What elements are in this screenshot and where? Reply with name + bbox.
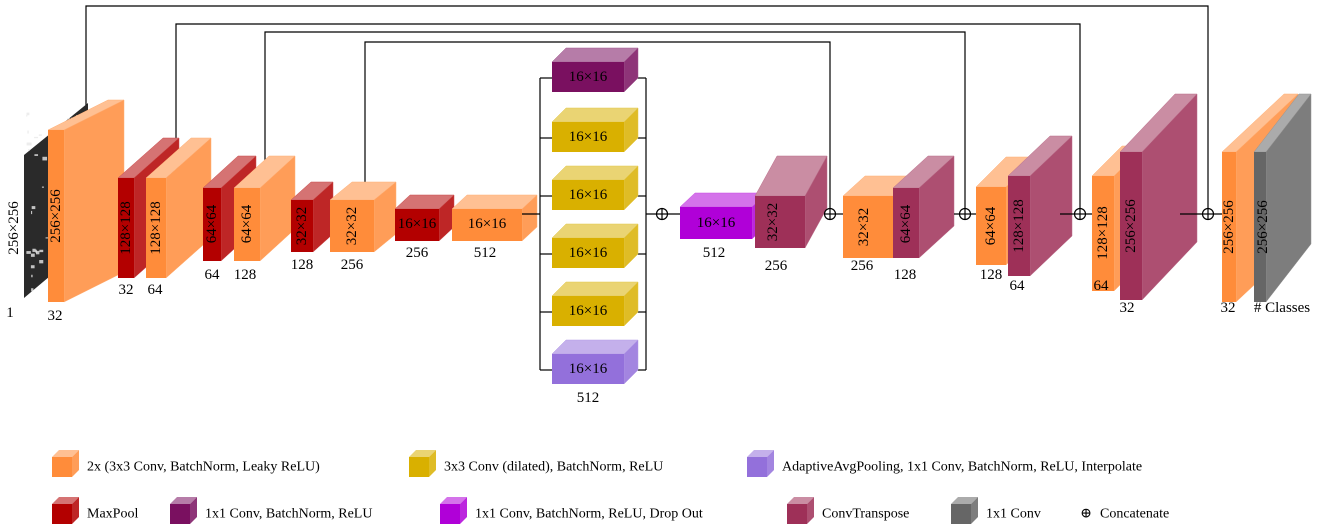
concat-4 <box>1203 209 1214 220</box>
bottleneck-dim-label: 16×16 <box>697 215 736 231</box>
convtranspose4-channels: 32 <box>1120 300 1135 316</box>
aspp-branch-3-label: 16×16 <box>569 187 608 203</box>
conv9-dim-label: 256×256 <box>1221 200 1237 254</box>
aspp-branch-5-label: 16×16 <box>569 303 608 319</box>
concat-1 <box>825 209 836 220</box>
legend-label-9: Concatenate <box>1100 507 1169 522</box>
conv6-dim-label: 32×32 <box>856 208 872 246</box>
conv4-dim-label: 32×32 <box>344 207 360 245</box>
legend-label-2: 3x3 Conv (dilated), BatchNorm, ReLU <box>444 460 663 475</box>
aspp-branch-6-label: 16×16 <box>569 361 608 377</box>
convtranspose1-dim-label: 32×32 <box>765 203 781 241</box>
legend-item-7: ConvTranspose <box>787 497 909 524</box>
legend-label-3: AdaptiveAvgPooling, 1x1 Conv, BatchNorm,… <box>782 460 1142 475</box>
aspp-branch-1-label: 16×16 <box>569 69 608 85</box>
legend-label-1: 2x (3x3 Conv, BatchNorm, Leaky ReLU) <box>87 460 320 475</box>
conv3-dim-label: 64×64 <box>239 204 255 243</box>
conv1-dim-label: 256×256 <box>48 189 64 243</box>
diagram-shapes <box>24 6 1311 384</box>
legend-item-9: ⊕ Concatenate <box>1080 507 1169 522</box>
convtranspose-4 <box>1120 94 1197 300</box>
aspp-channels: 512 <box>577 390 600 406</box>
concat-2 <box>960 209 971 220</box>
input-channels: 1 <box>6 305 14 321</box>
conv2-dim-label: 128×128 <box>148 201 164 254</box>
legend-item-1: 2x (3x3 Conv, BatchNorm, Leaky ReLU) <box>52 450 320 477</box>
pool1-dim-label: 128×128 <box>118 201 134 254</box>
bottleneck-channels: 512 <box>703 245 726 261</box>
output-dim-label: 256×256 <box>1255 200 1271 254</box>
legend-item-8: 1x1 Conv <box>951 497 1041 524</box>
pool4-channels: 256 <box>406 245 429 261</box>
output-channels: # Classes <box>1254 300 1310 316</box>
conv5-dim-label: 16×16 <box>468 216 507 232</box>
legend-item-2: 3x3 Conv (dilated), BatchNorm, ReLU <box>409 450 663 477</box>
legend-label-6: 1x1 Conv, BatchNorm, ReLU, Drop Out <box>475 507 703 522</box>
legend-item-6: 1x1 Conv, BatchNorm, ReLU, Drop Out <box>440 497 703 524</box>
legend: 2x (3x3 Conv, BatchNorm, Leaky ReLU) 3x3 … <box>52 450 1169 524</box>
concat-symbol: ⊕ <box>1080 507 1092 522</box>
legend-item-5: 1x1 Conv, BatchNorm, ReLU <box>170 497 372 524</box>
conv8-dim-label: 128×128 <box>1095 206 1111 259</box>
legend-item-3: AdaptiveAvgPooling, 1x1 Conv, BatchNorm,… <box>747 450 1142 477</box>
legend-label-8: 1x1 Conv <box>986 507 1041 522</box>
pool3-dim-label: 32×32 <box>294 207 310 245</box>
pool2-dim-label: 64×64 <box>204 204 220 243</box>
conv7-channels: 128 <box>980 267 1003 283</box>
legend-swatch-1 <box>52 450 79 477</box>
concat-3 <box>1075 209 1086 220</box>
legend-swatch-7 <box>787 497 814 524</box>
legend-swatch-3 <box>747 450 774 477</box>
convtranspose1-channels: 256 <box>765 258 788 274</box>
convtranspose2-dim-label: 64×64 <box>898 204 914 243</box>
convtranspose3-channels: 64 <box>1010 278 1026 294</box>
legend-swatch-5 <box>170 497 197 524</box>
input-dim-label: 256×256 <box>6 201 22 255</box>
legend-swatch-4 <box>52 497 79 524</box>
conv6-channels: 256 <box>851 258 874 274</box>
conv3-channels: 128 <box>234 267 257 283</box>
legend-swatch-8 <box>951 497 978 524</box>
pool3-channels: 128 <box>291 257 314 273</box>
legend-label-7: ConvTranspose <box>822 507 909 522</box>
convtranspose2-channels: 128 <box>894 267 917 283</box>
conv7-dim-label: 64×64 <box>983 206 999 245</box>
legend-label-4: MaxPool <box>87 507 138 522</box>
legend-label-5: 1x1 Conv, BatchNorm, ReLU <box>205 507 372 522</box>
conv4-channels: 256 <box>341 257 364 273</box>
legend-item-4: MaxPool <box>52 497 138 524</box>
pool2-channels: 64 <box>205 267 221 283</box>
aspp-branch-4-label: 16×16 <box>569 245 608 261</box>
convtranspose3-dim-label: 128×128 <box>1011 199 1027 252</box>
conv9-channels: 32 <box>1221 300 1236 316</box>
conv5-channels: 512 <box>474 245 497 261</box>
conv-block-4 <box>330 182 396 252</box>
concat-aspp <box>657 209 668 220</box>
aspp-branch-2-label: 16×16 <box>569 129 608 145</box>
pool4-dim-label: 16×16 <box>398 216 437 232</box>
convtranspose4-dim-label: 256×256 <box>1123 199 1139 253</box>
pool1-channels: 32 <box>119 282 134 298</box>
conv1-channels: 32 <box>48 308 63 324</box>
legend-swatch-6 <box>440 497 467 524</box>
legend-swatch-2 <box>409 450 436 477</box>
conv8-channels: 64 <box>1094 278 1110 294</box>
conv2-channels: 64 <box>148 282 164 298</box>
